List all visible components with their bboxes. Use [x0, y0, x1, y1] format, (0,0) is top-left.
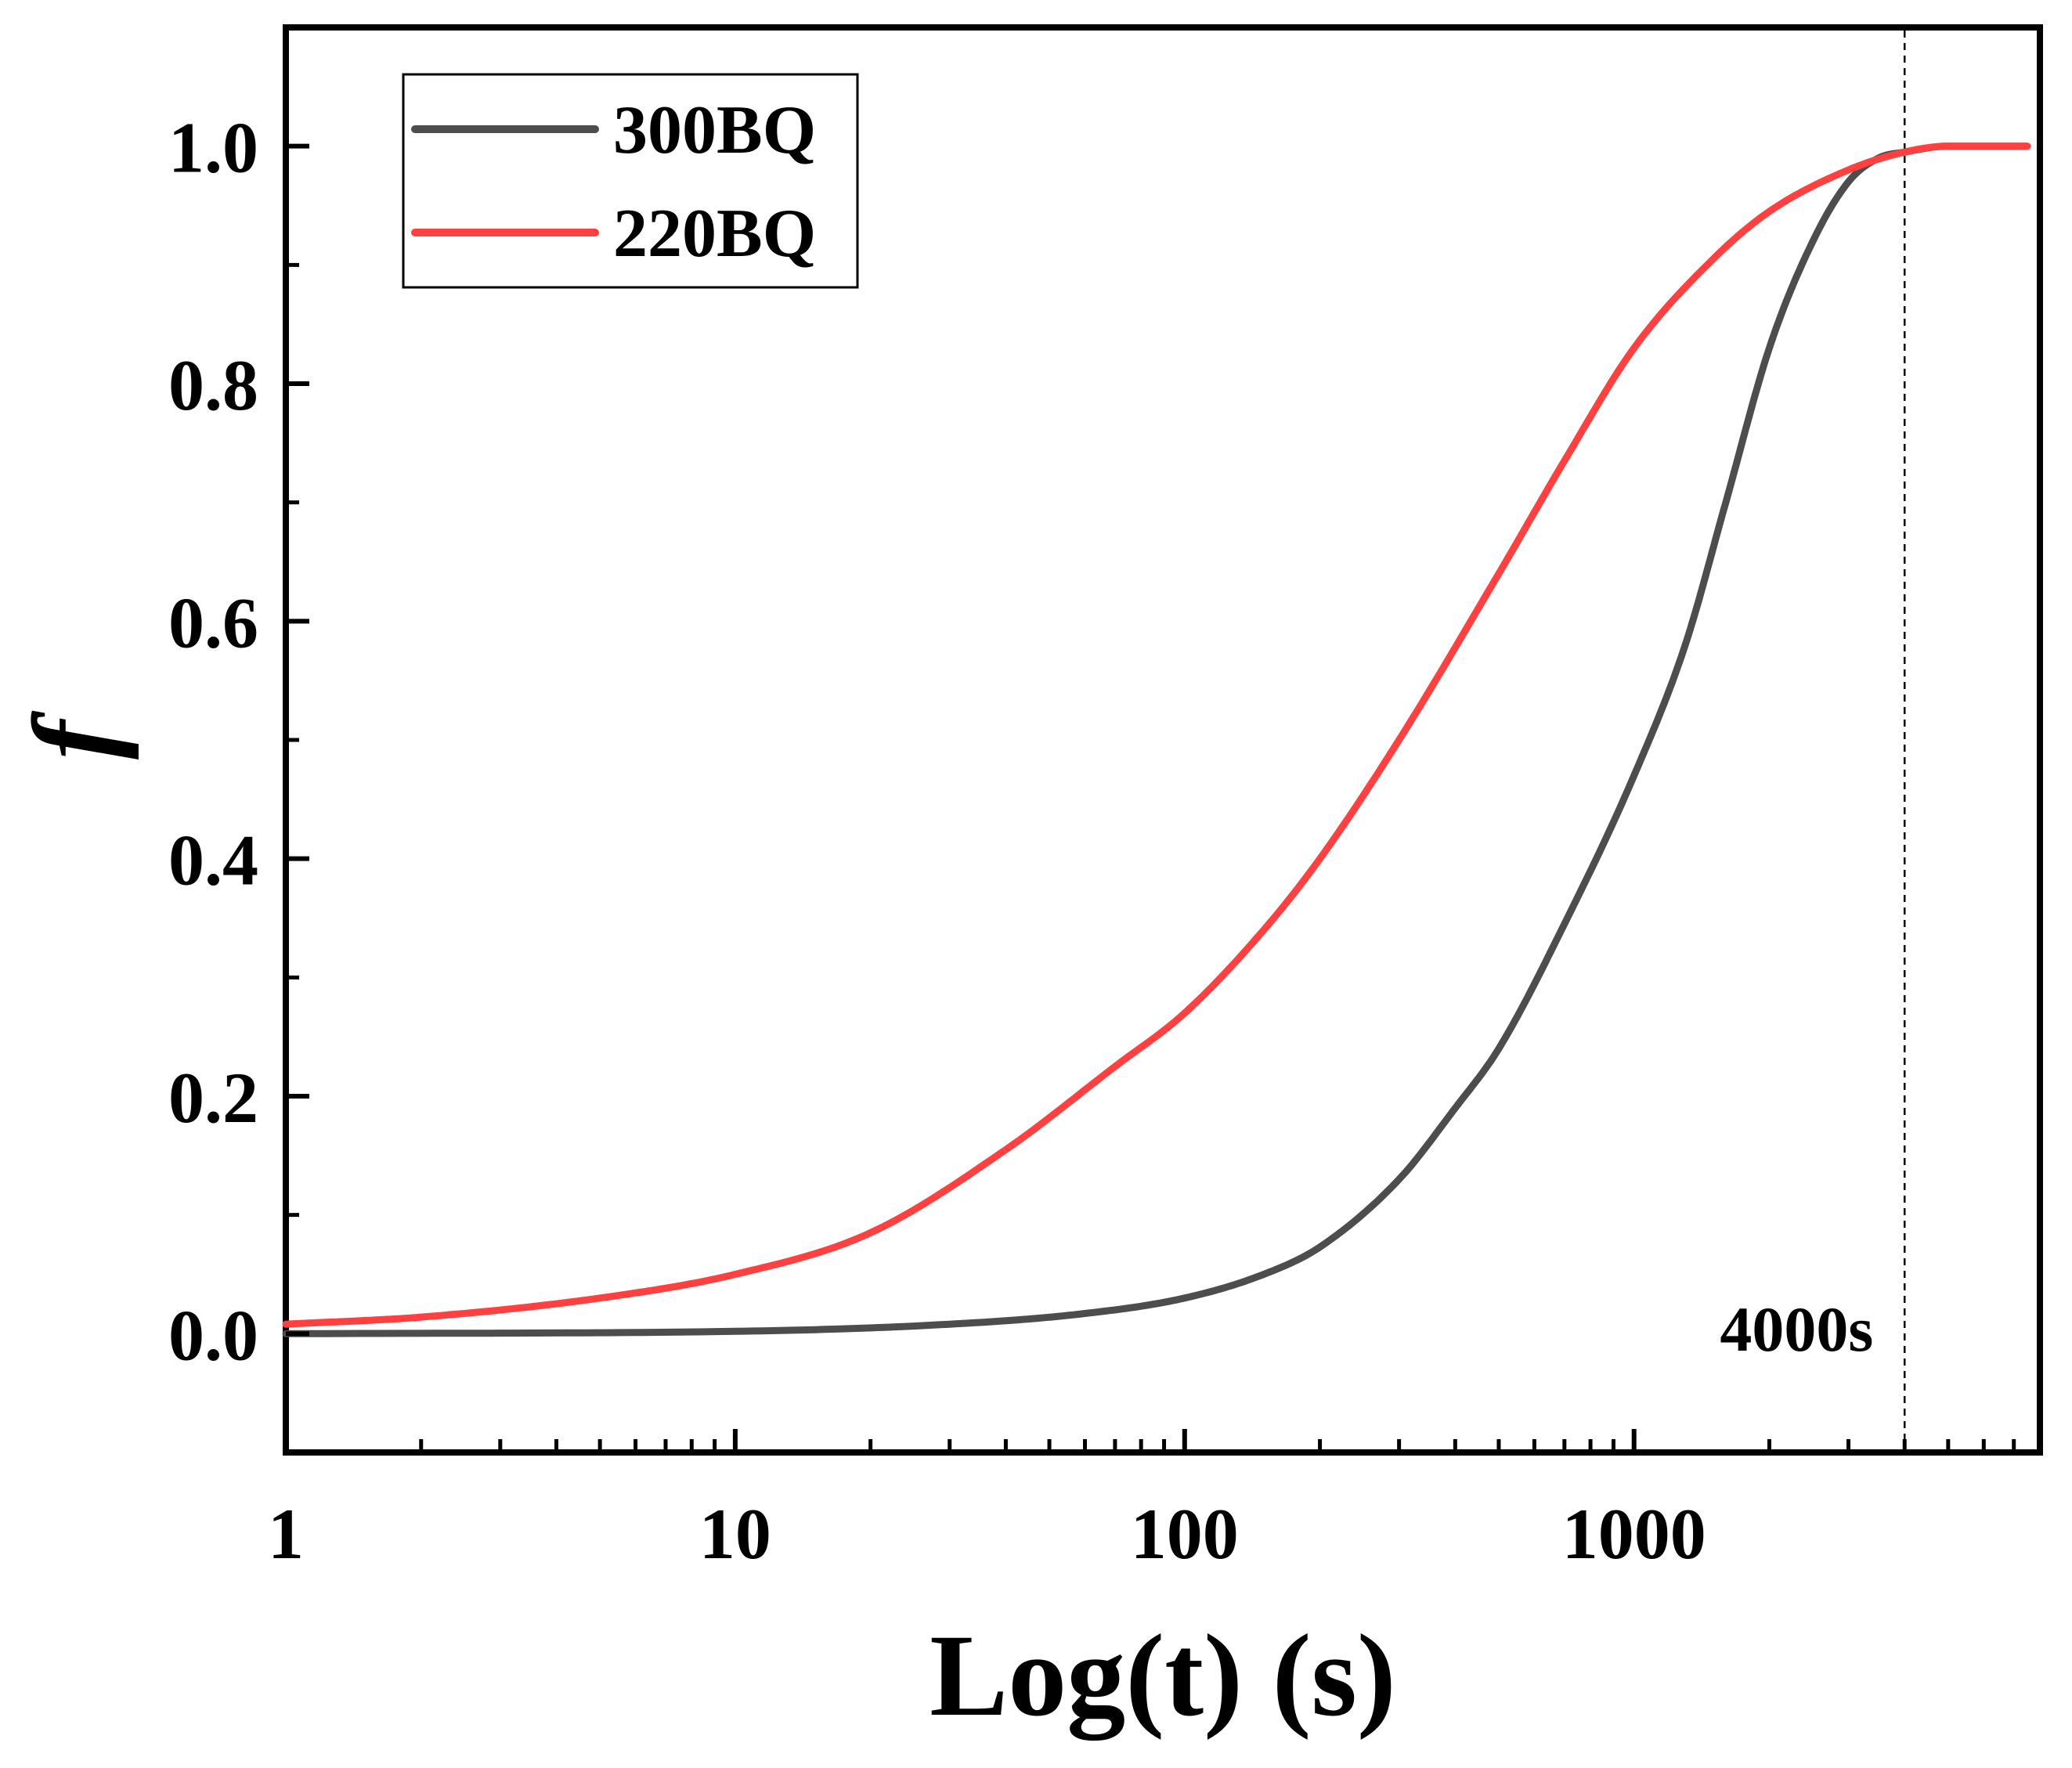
legend-label-220bq: 220BQ: [613, 196, 816, 272]
legend: 300BQ 220BQ: [402, 73, 859, 289]
series-line-220bq: [282, 143, 2031, 1328]
y-tick-label: 0.6: [168, 583, 258, 662]
y-axis-title: f: [9, 710, 139, 760]
y-tick-label: 0.8: [168, 345, 258, 425]
y-tick-label: 0.2: [168, 1058, 258, 1138]
x-axis-title: Log(t) (s): [930, 1611, 1396, 1741]
annotation-layer: 4000s: [1720, 31, 1906, 1449]
x-tick-label: 1: [268, 1494, 304, 1574]
legend-box: [402, 73, 859, 289]
tick-label-layer: 1 10 100 1000 0.0 0.2 0.4 0.6 0.8 1.0: [168, 108, 1706, 1574]
annotation-label: 4000s: [1720, 1294, 1873, 1365]
x-tick-label: 1000: [1562, 1494, 1706, 1574]
x-tick-label: 100: [1131, 1494, 1239, 1574]
legend-label-300bq: 300BQ: [613, 92, 816, 168]
tick-layer: [283, 143, 2042, 1452]
y-tick-label: 0.0: [168, 1295, 258, 1375]
y-tick-label: 1.0: [168, 108, 258, 188]
x-tick-label: 10: [699, 1494, 771, 1574]
series-layer: [282, 143, 2031, 1337]
series-line-300bq: [282, 143, 2031, 1337]
y-tick-label: 0.4: [168, 821, 258, 900]
